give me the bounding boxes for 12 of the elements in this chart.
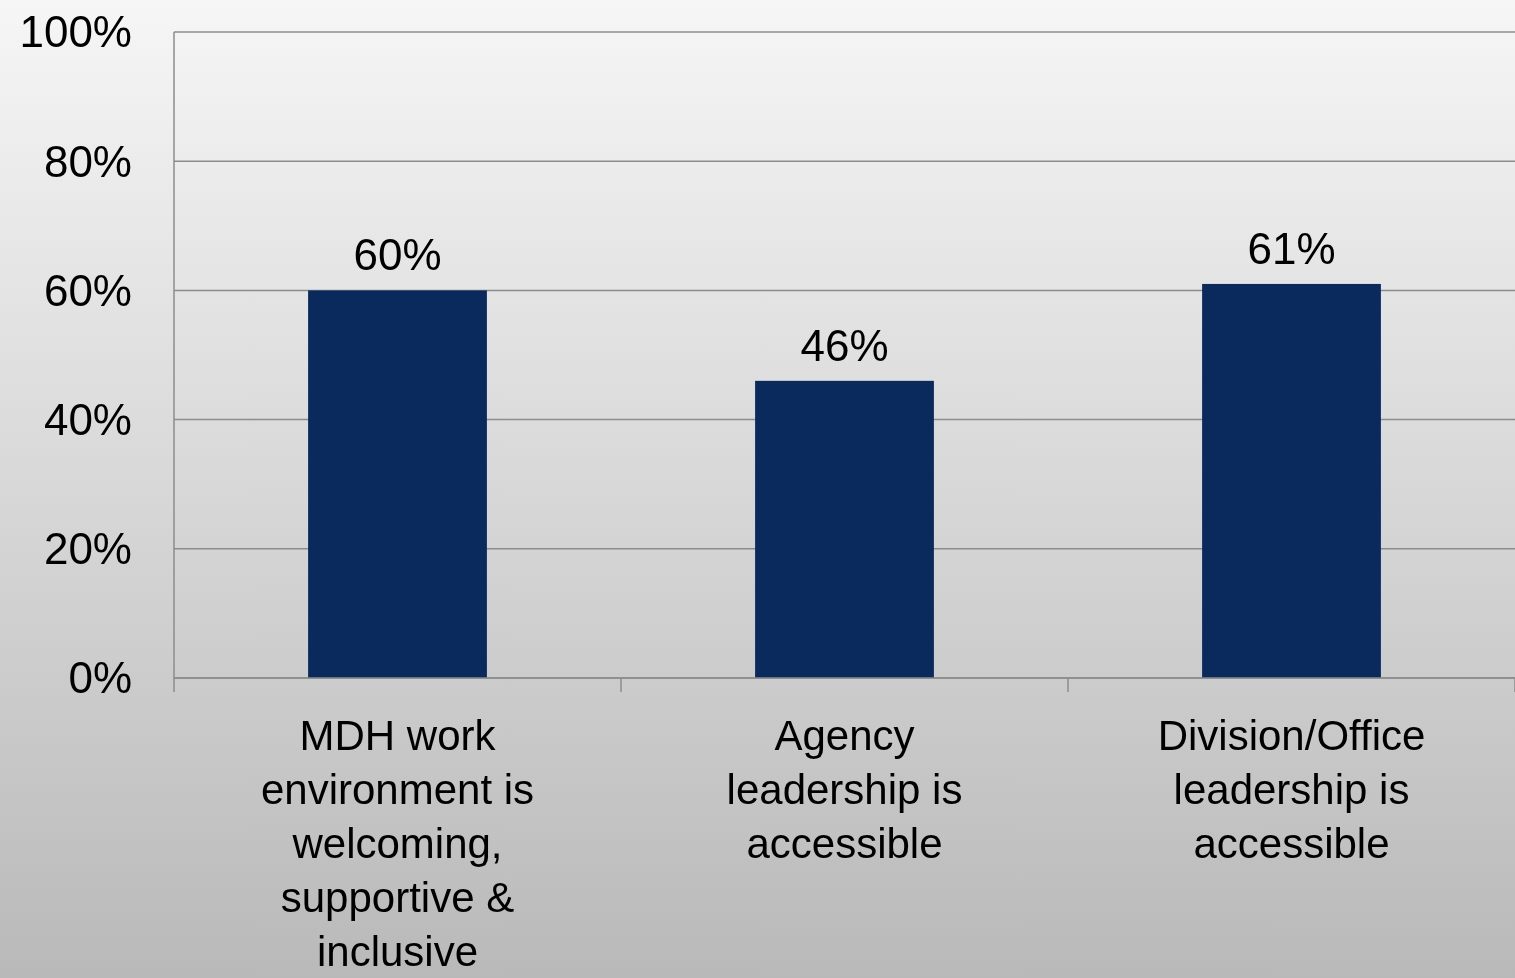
x-tick-label: Division/Office leadership is accessible — [1157, 712, 1426, 867]
y-tick-label: 80% — [43, 136, 132, 186]
y-tick-label: 0% — [68, 653, 132, 703]
y-tick-label: 60% — [43, 265, 132, 315]
data-label: 60% — [353, 230, 442, 280]
data-label: 46% — [800, 320, 889, 370]
y-tick-label: 40% — [43, 395, 132, 444]
y-tick-label: 20% — [43, 524, 132, 574]
data-label: 61% — [1247, 223, 1336, 273]
x-tick-label: Agency leadership is accessible — [726, 712, 963, 867]
x-tick-label: MDH work environment is welcoming, supportive & inclusive — [260, 712, 535, 975]
y-tick-label: 100% — [19, 7, 132, 57]
